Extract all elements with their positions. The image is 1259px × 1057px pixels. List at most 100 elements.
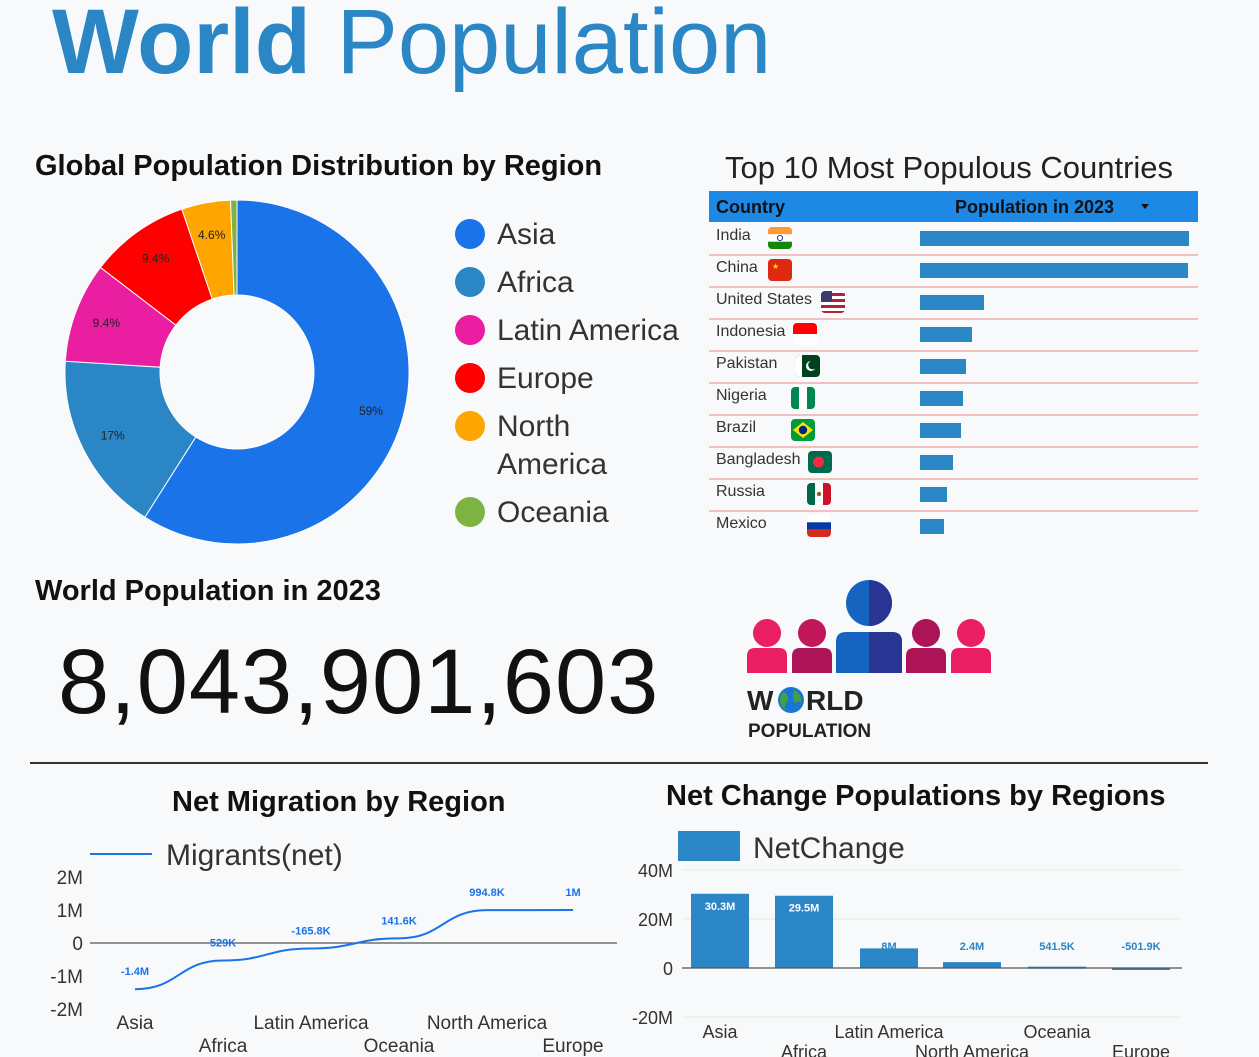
table-row[interactable]: India — [709, 222, 1198, 256]
donut-data-label: 59% — [359, 404, 383, 418]
legend-item-asia[interactable]: Asia — [455, 216, 555, 254]
people-icon — [747, 580, 991, 673]
population-bar — [920, 519, 945, 534]
netchange-chart-title: Net Change Populations by Regions — [666, 780, 1166, 812]
bangladesh-flag-icon — [808, 451, 832, 473]
mexico-flag-icon — [807, 483, 831, 505]
legend-swatch — [455, 411, 485, 441]
x-tick-label: Latin America — [834, 1022, 944, 1042]
us-flag-icon — [821, 291, 845, 313]
donut-slice-oceania — [229, 199, 238, 296]
kpi-title: World Population in 2023 — [35, 575, 381, 607]
country-name: Brazil — [716, 419, 757, 436]
country-name: Pakistan — [716, 355, 778, 372]
legend-swatch — [455, 219, 485, 249]
data-label: 541.5K — [1039, 941, 1075, 953]
legend-label: Latin America — [497, 314, 679, 347]
data-label: 1M — [565, 887, 580, 899]
migration-chart-title: Net Migration by Region — [172, 786, 506, 818]
column-header-country[interactable]: Country — [716, 197, 785, 217]
y-tick-label: 0 — [72, 934, 83, 955]
data-label: 8M — [881, 941, 896, 953]
country-name: Mexico — [716, 515, 767, 532]
country-name: Bangladesh — [716, 451, 801, 468]
legend-item-europe[interactable]: Europe — [455, 360, 594, 398]
y-tick-label: -20M — [632, 1008, 673, 1028]
table-row[interactable]: Indonesia — [709, 318, 1198, 352]
population-bar — [920, 295, 985, 310]
data-label: 529K — [210, 937, 236, 949]
x-tick-label: Asia — [117, 1013, 154, 1034]
data-label: 2.4M — [960, 941, 984, 953]
top10-title: Top 10 Most Populous Countries — [725, 150, 1174, 185]
bar-latin-america — [860, 948, 918, 968]
legend-swatch-netchange — [678, 831, 740, 861]
donut-data-label: 9.4% — [93, 316, 121, 330]
legend-item-latin-america[interactable]: Latin America — [455, 312, 679, 350]
china-flag-icon: ★ — [768, 259, 792, 281]
caret-down-icon[interactable] — [1140, 203, 1150, 211]
y-tick-label: -2M — [50, 1000, 83, 1021]
legend-swatch — [455, 363, 485, 393]
data-label: -1.4M — [121, 966, 149, 978]
country-name: China — [716, 259, 758, 276]
data-label: 141.6K — [381, 915, 417, 927]
globe-icon — [778, 687, 804, 713]
x-tick-label: Oceania — [364, 1036, 435, 1057]
donut-data-label: 4.6% — [198, 228, 226, 242]
data-label: -165.8K — [291, 925, 330, 937]
population-bar — [920, 391, 964, 406]
table-row[interactable]: China ★ — [709, 254, 1198, 288]
donut-data-label: 17% — [101, 428, 125, 442]
x-tick-label: North America — [915, 1042, 1030, 1057]
russia-flag-icon — [807, 515, 831, 537]
page-title: World Population — [52, 0, 771, 91]
migration-line-chart: Migrants(net) 2M 1M 0 -1M -2M -1.4M 529K -165.8K… — [50, 839, 617, 1057]
population-bar — [920, 455, 953, 470]
population-bar — [920, 487, 948, 502]
donut-slice-africa — [64, 360, 197, 518]
country-name: India — [716, 227, 751, 244]
table-row[interactable]: Brazil — [709, 414, 1198, 448]
legend-item-oceania[interactable]: Oceania — [455, 494, 609, 532]
legend-label: Asia — [497, 218, 556, 251]
data-label: 994.8K — [469, 887, 505, 899]
table-row[interactable]: Mexico — [709, 510, 1198, 542]
y-tick-label: 1M — [57, 901, 83, 922]
donut-chart: 59% 17% 9.4% 9.4% 4.6% — [64, 199, 410, 545]
x-tick-label: Europe — [1112, 1042, 1170, 1057]
legend-label: Africa — [497, 266, 574, 299]
logo-word-w: W — [747, 685, 774, 716]
table-row[interactable]: Pakistan — [709, 350, 1198, 384]
x-tick-label: Asia — [702, 1022, 738, 1042]
series-line-migrants — [134, 909, 574, 991]
data-label: 30.3M — [705, 901, 736, 913]
logo-word-rest: RLD — [806, 685, 864, 716]
table-header: Country Population in 2023 — [709, 191, 1198, 222]
country-name: Indonesia — [716, 323, 786, 340]
section-divider — [30, 762, 1208, 764]
y-tick-label: 20M — [638, 910, 673, 930]
table-row[interactable]: Bangladesh — [709, 446, 1198, 480]
table-row[interactable]: United States — [709, 286, 1198, 320]
y-tick-label: 2M — [57, 868, 83, 889]
x-tick-label: Africa — [781, 1042, 828, 1057]
x-tick-label: Europe — [542, 1036, 603, 1057]
legend-item-africa[interactable]: Africa — [455, 264, 574, 302]
donut-slice-asia — [144, 199, 410, 545]
page-title-rest: Population — [336, 0, 772, 93]
pakistan-flag-icon — [796, 355, 820, 377]
population-bar — [920, 327, 973, 342]
table-row[interactable]: Russia — [709, 478, 1198, 512]
column-header-population[interactable]: Population in 2023 — [955, 197, 1115, 217]
x-tick-label: North America — [427, 1013, 548, 1034]
donut-data-label: 9.4% — [142, 252, 170, 266]
bar-africa — [775, 895, 833, 968]
logo-subtitle: POPULATION — [748, 721, 871, 742]
legend-label: Oceania — [497, 496, 609, 529]
table-row[interactable]: Nigeria — [709, 382, 1198, 416]
nigeria-flag-icon — [791, 387, 815, 409]
legend-label-netchange: NetChange — [753, 832, 905, 865]
legend-item-north-america[interactable]: North America — [455, 408, 685, 484]
population-bar — [920, 263, 1188, 278]
